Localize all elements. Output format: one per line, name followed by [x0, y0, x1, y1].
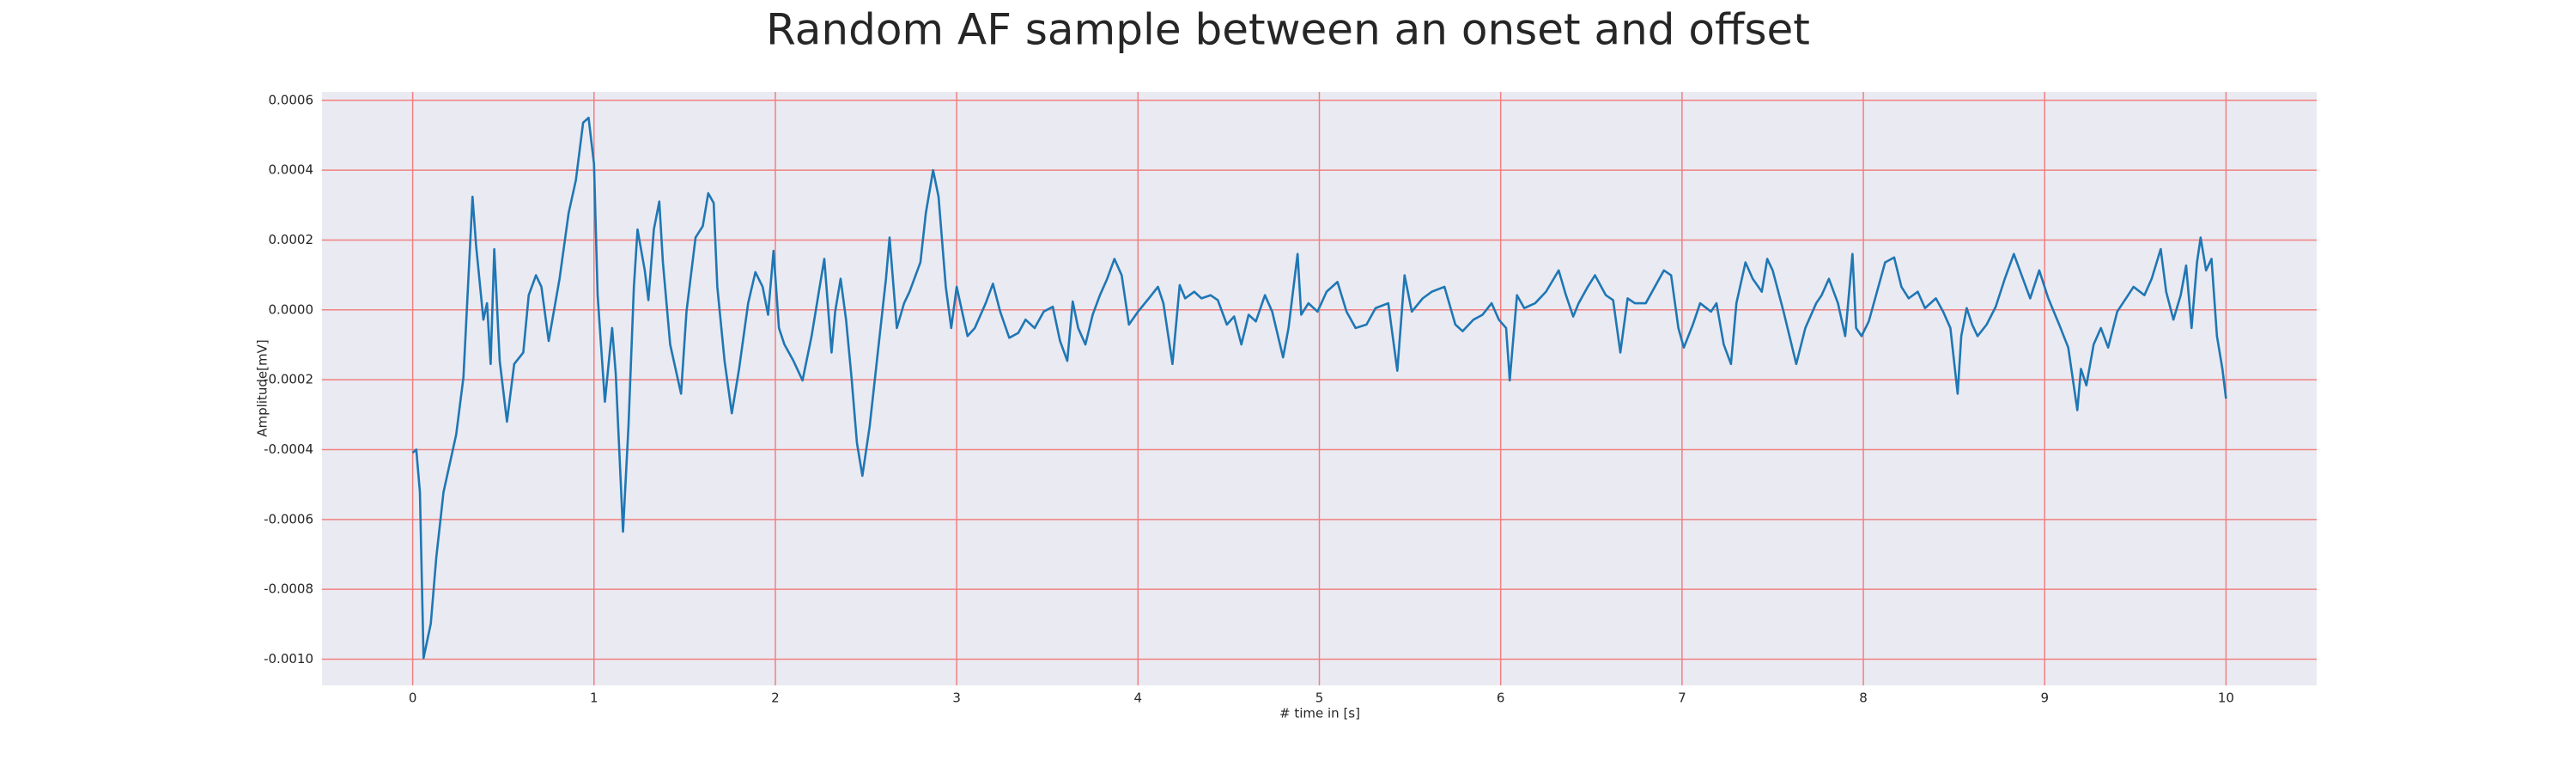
chart-title: Random AF sample between an onset and of…: [766, 5, 1810, 55]
x-tick-label: 9: [2040, 691, 2049, 706]
y-tick-label: -0.0008: [264, 581, 313, 597]
x-tick-label: 7: [1678, 691, 1686, 706]
x-tick-label: 3: [952, 691, 961, 706]
x-tick-label: 1: [590, 691, 598, 706]
y-tick-label: -0.0004: [264, 441, 313, 457]
x-tick-label: 6: [1497, 691, 1505, 706]
y-tick-label: 0.0002: [269, 232, 314, 247]
x-tick-label: 0: [409, 691, 417, 706]
signal-line: [411, 116, 2227, 660]
x-tick-label: 2: [771, 691, 780, 706]
y-tick-label: -0.0006: [264, 511, 313, 526]
x-tick-label: 8: [1859, 691, 1868, 706]
y-tick-label: 0.0000: [269, 301, 314, 317]
y-tick-label: -0.0010: [264, 651, 313, 666]
y-axis-label: Amplitude[mV]: [255, 339, 270, 436]
y-tick-label: -0.0002: [264, 372, 313, 387]
x-tick-label: 5: [1315, 691, 1324, 706]
x-axis-label: # time in [s]: [1279, 706, 1360, 721]
y-tick-label: 0.0006: [269, 92, 314, 107]
x-tick-label: 4: [1134, 691, 1143, 706]
y-tick-label: 0.0004: [269, 162, 314, 178]
x-tick-label: 10: [2218, 691, 2234, 706]
